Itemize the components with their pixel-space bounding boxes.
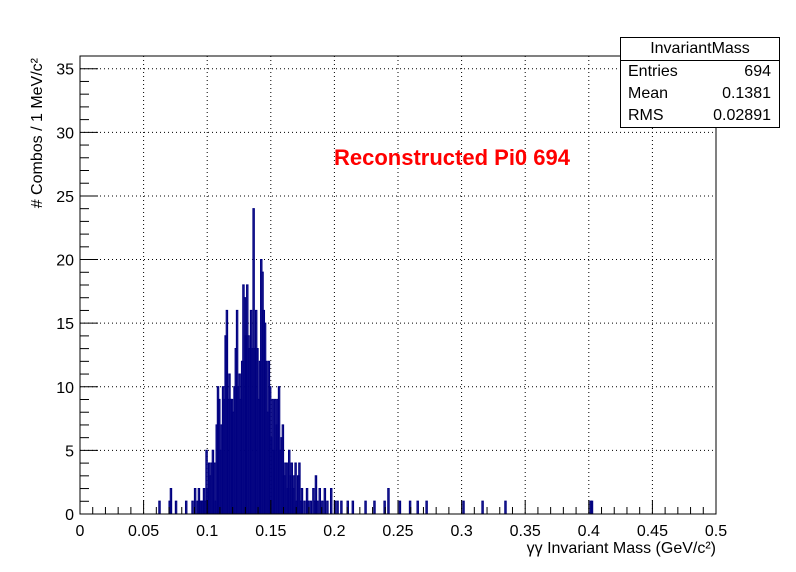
y-tick-label: 20	[56, 253, 74, 270]
chart-title: Reconstructed Pi0 694	[334, 145, 570, 170]
x-tick-label: 0.5	[705, 523, 727, 540]
histogram-bin	[205, 449, 208, 514]
histogram-bin	[300, 487, 304, 514]
histogram-bin	[169, 487, 173, 514]
stats-label: Entries	[628, 63, 678, 80]
histogram-bin	[315, 500, 319, 514]
stats-label: Mean	[628, 85, 669, 102]
x-tick-label: 0.45	[637, 523, 668, 540]
histogram-bin	[314, 475, 318, 514]
histogram-bin	[212, 462, 216, 514]
histogram-bin	[281, 424, 285, 514]
histogram-bin	[294, 462, 297, 514]
histogram-bin	[364, 500, 367, 514]
histogram-bin	[590, 500, 594, 514]
histogram-bin	[504, 500, 507, 514]
histogram-bin	[326, 500, 329, 514]
histogram-bin	[309, 500, 313, 514]
y-axis-label: # Combos / 1 MeV/c²	[29, 57, 46, 208]
x-tick-label: 0.4	[578, 523, 600, 540]
histogram-bin	[184, 500, 188, 514]
x-tick-label: 0.15	[255, 523, 286, 540]
x-tick-label: 0.3	[450, 523, 472, 540]
x-tick-label: 0.35	[510, 523, 541, 540]
y-tick-label: 10	[56, 380, 74, 397]
x-axis-ticks: 0 0.05 0.1 0.15 0.2 0.25 0.3 0.35 0.4 0.45 0.5	[76, 500, 727, 540]
x-axis-label: γγ Invariant Mass (GeV/c²)	[527, 540, 716, 557]
histogram-bin	[174, 500, 178, 514]
x-tick-label: 0.05	[128, 523, 159, 540]
grid-lines	[80, 56, 716, 514]
histogram-bin	[329, 487, 333, 514]
histogram-bin	[425, 500, 428, 514]
y-tick-label: 15	[56, 316, 74, 333]
stats-value: 0.02891	[713, 107, 771, 124]
stats-value: 0.1381	[722, 85, 771, 102]
histogram-bin	[462, 500, 465, 514]
y-tick-label: 5	[65, 443, 74, 460]
stats-value: 694	[744, 63, 771, 80]
y-tick-label: 35	[56, 62, 74, 79]
histogram-bin	[298, 462, 301, 514]
histogram-bin	[158, 500, 161, 514]
histogram-bin	[303, 500, 306, 514]
stats-row-mean: Mean 0.1381	[621, 83, 779, 105]
histogram-bin	[351, 500, 355, 514]
histogram-bin	[323, 487, 327, 514]
y-tick-label: 0	[65, 507, 74, 524]
histogram-bin	[373, 500, 376, 514]
stats-row-rms: RMS 0.02891	[621, 105, 779, 127]
y-axis-ticks: 0 5 10 15 20 25 30 35	[56, 55, 98, 524]
histogram-bin	[387, 487, 390, 514]
histogram-bin	[336, 500, 339, 514]
x-tick-label: 0.1	[196, 523, 218, 540]
stats-label: RMS	[628, 107, 664, 124]
stats-title: InvariantMass	[621, 38, 779, 61]
histogram-bin	[481, 500, 484, 514]
x-tick-label: 0	[76, 523, 85, 540]
y-tick-label: 30	[56, 125, 74, 142]
x-tick-label: 0.2	[323, 523, 345, 540]
histogram-bars	[158, 208, 594, 514]
histogram-bin	[318, 487, 322, 514]
stats-row-entries: Entries 694	[621, 61, 779, 83]
stats-box: InvariantMass Entries 694 Mean 0.1381 RM…	[620, 37, 780, 128]
x-tick-label: 0.25	[382, 523, 413, 540]
histogram-bin	[193, 487, 197, 514]
histogram-bin	[191, 500, 194, 514]
histogram-bin	[416, 500, 419, 514]
histogram-bin	[340, 500, 343, 514]
histogram-bin	[398, 500, 402, 514]
y-tick-label: 25	[56, 189, 74, 206]
